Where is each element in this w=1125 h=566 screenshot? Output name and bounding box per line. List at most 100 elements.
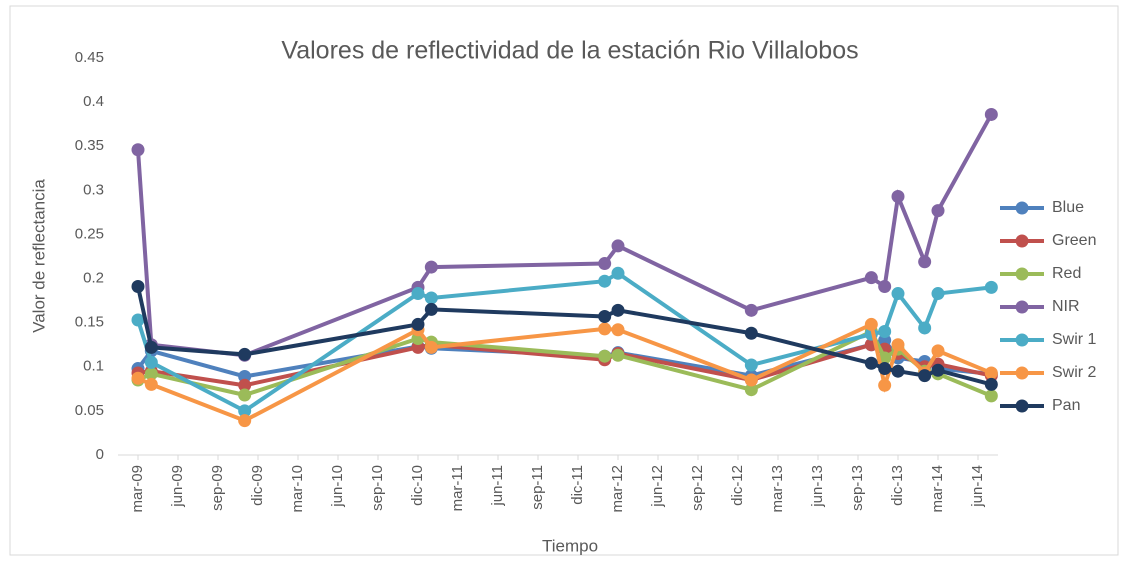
y-tick-label: 0.25 bbox=[75, 225, 104, 242]
x-tick-label: dic-10 bbox=[409, 465, 426, 506]
data-point bbox=[864, 317, 878, 331]
data-point bbox=[744, 326, 758, 340]
data-point bbox=[984, 107, 998, 121]
data-point bbox=[744, 373, 758, 387]
x-tick-label: mar-14 bbox=[929, 465, 946, 513]
x-tick-label: sep-13 bbox=[849, 465, 866, 511]
legend-marker bbox=[1015, 267, 1029, 281]
data-point bbox=[131, 313, 145, 327]
data-point bbox=[744, 303, 758, 317]
data-point bbox=[238, 404, 252, 418]
legend-label: Swir 1 bbox=[1052, 331, 1097, 348]
data-point bbox=[744, 358, 758, 372]
data-point bbox=[598, 274, 612, 288]
legend-label: Swir 2 bbox=[1052, 364, 1097, 381]
y-tick-label: 0.15 bbox=[75, 314, 104, 331]
legend-marker bbox=[1015, 399, 1029, 413]
data-point bbox=[424, 302, 438, 316]
legend-label: Green bbox=[1052, 232, 1096, 249]
data-point bbox=[131, 143, 145, 157]
data-point bbox=[611, 348, 625, 362]
data-point bbox=[918, 321, 932, 335]
data-point bbox=[144, 340, 158, 354]
x-tick-label: jun-12 bbox=[649, 465, 666, 508]
data-point bbox=[891, 190, 905, 204]
data-point bbox=[598, 257, 612, 271]
x-tick-label: jun-10 bbox=[329, 465, 346, 508]
data-point bbox=[611, 239, 625, 253]
data-point bbox=[878, 324, 892, 338]
x-tick-label: sep-10 bbox=[369, 465, 386, 511]
data-point bbox=[931, 363, 945, 377]
x-tick-label: dic-12 bbox=[729, 465, 746, 506]
data-point bbox=[598, 322, 612, 336]
data-point bbox=[878, 378, 892, 392]
data-point bbox=[424, 260, 438, 274]
x-tick-label: jun-09 bbox=[169, 465, 186, 508]
data-point bbox=[238, 347, 252, 361]
data-point bbox=[131, 279, 145, 293]
x-tick-label: sep-09 bbox=[209, 465, 226, 511]
legend-label: Red bbox=[1052, 265, 1081, 282]
data-point bbox=[238, 414, 252, 428]
legend-marker bbox=[1015, 366, 1029, 380]
y-tick-label: 0.1 bbox=[83, 358, 104, 375]
y-tick-label: 0.45 bbox=[75, 49, 104, 66]
x-tick-label: mar-10 bbox=[289, 465, 306, 513]
data-point bbox=[984, 389, 998, 403]
legend-marker bbox=[1015, 300, 1029, 314]
y-tick-label: 0.35 bbox=[75, 137, 104, 154]
x-tick-label: mar-11 bbox=[449, 465, 466, 511]
data-point bbox=[918, 369, 932, 383]
data-point bbox=[411, 317, 425, 331]
y-axis-label: Valor de reflectancia bbox=[29, 179, 48, 333]
x-tick-label: mar-09 bbox=[129, 465, 146, 513]
data-point bbox=[891, 364, 905, 378]
data-point bbox=[424, 291, 438, 305]
chart-frame bbox=[9, 5, 1119, 556]
x-tick-label: jun-11 bbox=[489, 465, 506, 507]
legend-label: NIR bbox=[1052, 298, 1080, 315]
x-tick-label: jun-13 bbox=[809, 465, 826, 508]
data-point bbox=[144, 355, 158, 369]
data-point bbox=[424, 340, 438, 354]
x-axis-label: Tiempo bbox=[542, 536, 598, 555]
data-point bbox=[864, 356, 878, 370]
data-point bbox=[878, 362, 892, 376]
legend-marker bbox=[1015, 234, 1029, 248]
x-tick-label: jun-14 bbox=[969, 465, 986, 508]
y-tick-label: 0.05 bbox=[75, 402, 104, 419]
data-point bbox=[891, 287, 905, 301]
data-point bbox=[598, 349, 612, 363]
data-point bbox=[984, 366, 998, 380]
x-tick-label: dic-13 bbox=[889, 465, 906, 506]
y-tick-label: 0.4 bbox=[83, 93, 104, 110]
data-point bbox=[918, 255, 932, 269]
data-point bbox=[411, 287, 425, 301]
x-tick-label: sep-12 bbox=[689, 465, 706, 511]
data-point bbox=[891, 338, 905, 352]
x-tick-label: mar-12 bbox=[609, 465, 626, 513]
x-tick-label: sep-11 bbox=[529, 465, 546, 510]
data-point bbox=[611, 303, 625, 317]
data-point bbox=[931, 204, 945, 218]
y-tick-label: 0.2 bbox=[83, 270, 104, 287]
data-point bbox=[131, 371, 145, 385]
x-tick-label: dic-11 bbox=[569, 465, 586, 505]
legend-label: Pan bbox=[1052, 397, 1080, 414]
data-point bbox=[144, 367, 158, 381]
data-point bbox=[931, 344, 945, 358]
data-point bbox=[931, 287, 945, 301]
series-line bbox=[136, 113, 994, 358]
data-point bbox=[611, 266, 625, 280]
legend-label: Blue bbox=[1052, 199, 1084, 216]
y-tick-label: 0.3 bbox=[83, 181, 104, 198]
data-point bbox=[238, 378, 252, 392]
y-tick-label: 0 bbox=[96, 446, 104, 463]
data-point bbox=[144, 377, 158, 391]
data-point bbox=[611, 323, 625, 337]
data-point bbox=[878, 279, 892, 293]
data-point bbox=[864, 271, 878, 285]
data-point bbox=[598, 309, 612, 323]
